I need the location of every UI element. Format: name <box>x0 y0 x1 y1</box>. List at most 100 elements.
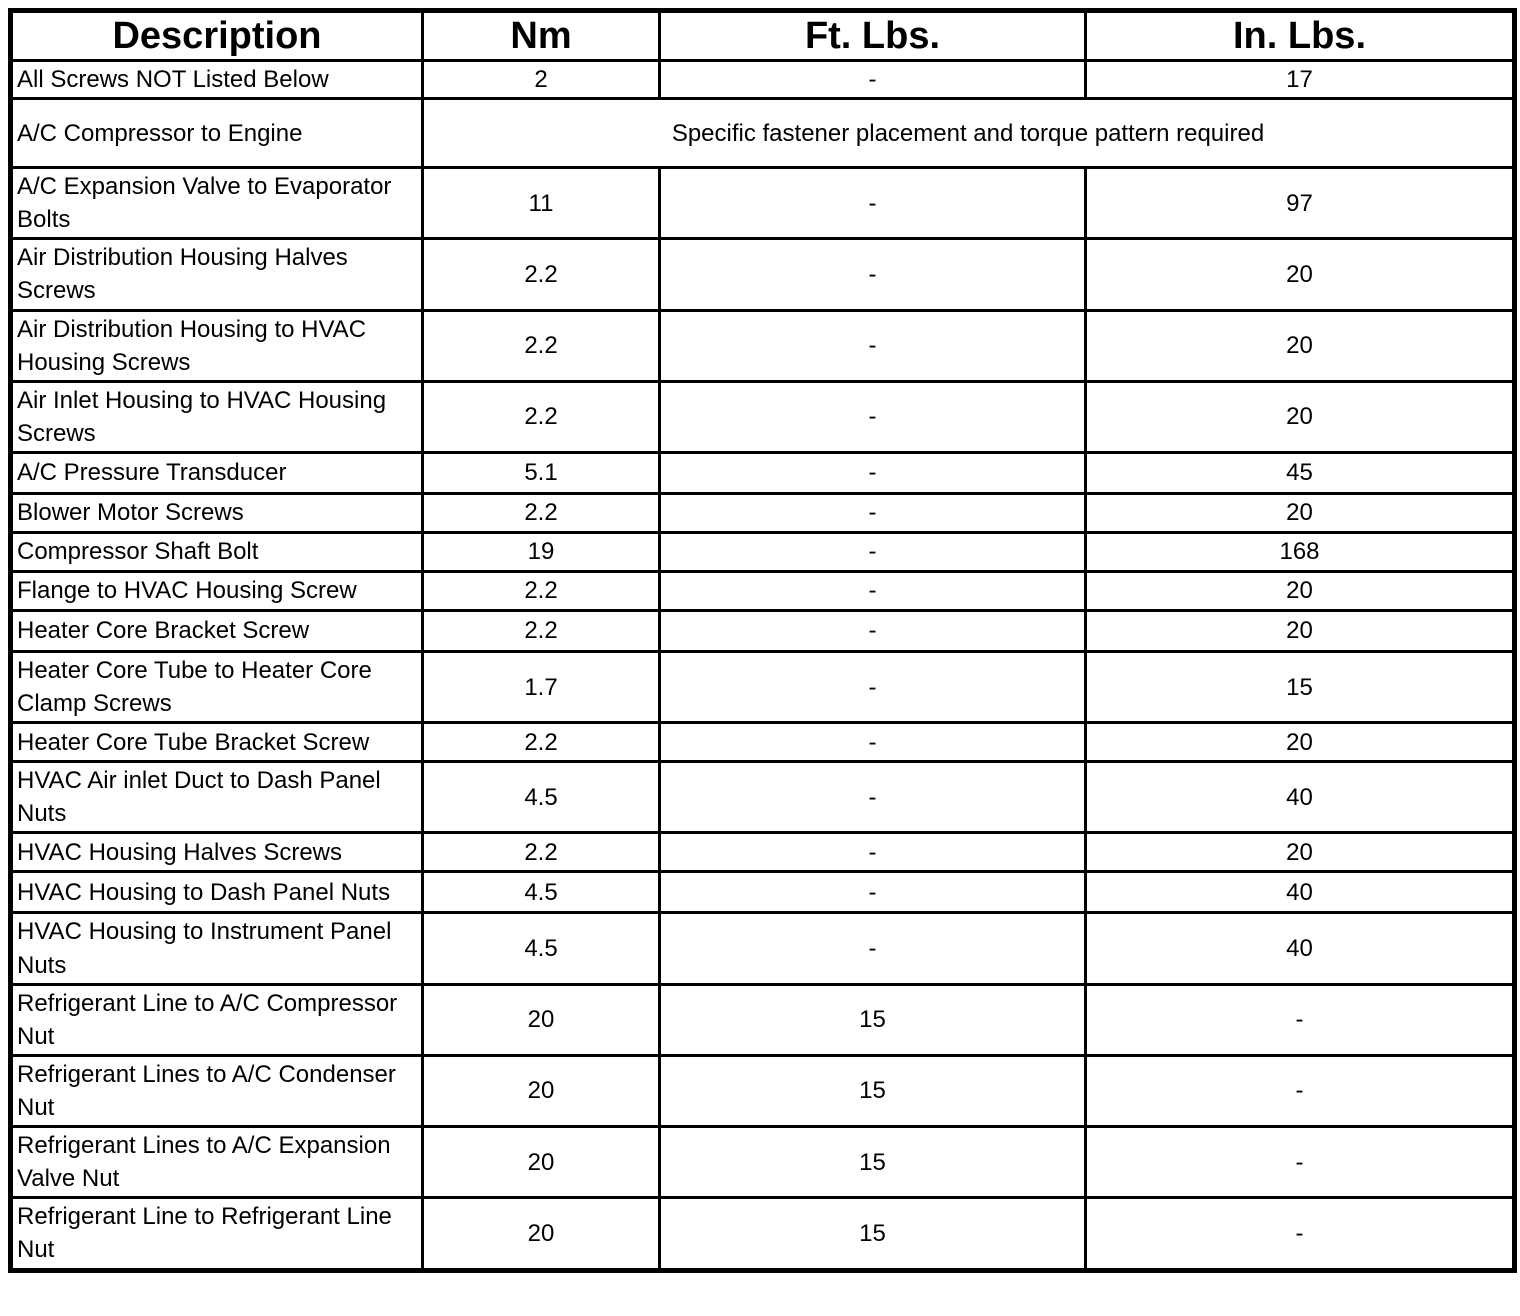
nm-cell: 2.2 <box>421 608 661 653</box>
table-row: Refrigerant Line to Refrigerant Line Nut… <box>9 1196 1516 1272</box>
description-cell: Heater Core Tube to Heater Core Clamp Sc… <box>9 649 424 725</box>
in-lbs-cell: 20 <box>1084 308 1516 383</box>
ft-lbs-cell: - <box>658 530 1087 573</box>
table-row: HVAC Air inlet Duct to Dash Panel Nuts 4.… <box>9 760 1516 835</box>
in-lbs-cell: 20 <box>1084 608 1516 653</box>
nm-cell: 2.2 <box>421 721 661 764</box>
description-cell: Air Distribution Housing Halves Screws <box>9 237 424 312</box>
description-cell: Heater Core Bracket Screw <box>9 608 424 653</box>
in-lbs-cell: 20 <box>1084 721 1516 764</box>
table-row: Blower Motor Screws 2.2-20 <box>9 491 1516 534</box>
table-row: Flange to HVAC Housing Screw 2.2-20 <box>9 569 1516 612</box>
nm-cell: 20 <box>421 1053 661 1129</box>
ft-lbs-cell: 15 <box>658 1053 1087 1129</box>
table-row: Air Inlet Housing to HVAC Housing Screws… <box>9 379 1516 454</box>
ft-lbs-cell: - <box>658 379 1087 454</box>
table-row: A/C Expansion Valve to Evaporator Bolts 1… <box>9 166 1516 241</box>
nm-cell: 2.2 <box>421 831 661 874</box>
header-row: Description Nm Ft. Lbs. In. Lbs. <box>9 9 1516 62</box>
description-cell: Refrigerant Line to A/C Compressor Nut <box>9 982 424 1057</box>
ft-lbs-cell: - <box>658 608 1087 653</box>
table-row: All Screws NOT Listed Below 2-17 <box>9 58 1516 101</box>
description-cell: All Screws NOT Listed Below <box>9 58 424 101</box>
ft-lbs-cell: - <box>658 308 1087 383</box>
description-cell: HVAC Housing Halves Screws <box>9 831 424 874</box>
table-row: Refrigerant Lines to A/C Expansion Valve… <box>9 1125 1516 1200</box>
nm-cell: 4.5 <box>421 911 661 986</box>
ft-lbs-cell: - <box>658 649 1087 725</box>
in-lbs-cell: - <box>1084 1053 1516 1129</box>
nm-cell: 4.5 <box>421 760 661 835</box>
ft-lbs-cell: - <box>658 760 1087 835</box>
description-cell: A/C Pressure Transducer <box>9 450 424 495</box>
ft-lbs-cell: - <box>658 237 1087 312</box>
in-lbs-cell: 20 <box>1084 237 1516 312</box>
nm-cell: 2.2 <box>421 308 661 383</box>
description-cell: Blower Motor Screws <box>9 491 424 534</box>
in-lbs-cell: 40 <box>1084 911 1516 986</box>
in-lbs-cell: 17 <box>1084 58 1516 101</box>
in-lbs-cell: 45 <box>1084 450 1516 495</box>
ft-lbs-cell: 15 <box>658 1125 1087 1200</box>
ft-lbs-cell: - <box>658 911 1087 986</box>
description-cell: Refrigerant Lines to A/C Expansion Valve… <box>9 1125 424 1200</box>
description-cell: Compressor Shaft Bolt <box>9 530 424 573</box>
table-body: All Screws NOT Listed Below 2-17 A/C Compr… <box>9 58 1516 1272</box>
column-header-in-lbs: In. Lbs. <box>1084 9 1516 62</box>
ft-lbs-cell: - <box>658 721 1087 764</box>
nm-cell: 20 <box>421 982 661 1057</box>
description-cell: Air Distribution Housing to HVAC Housing… <box>9 308 424 383</box>
table-row: A/C Compressor to Engine Specific fastene… <box>9 97 1516 170</box>
nm-cell: 11 <box>421 166 661 241</box>
nm-cell: 5.1 <box>421 450 661 495</box>
merged-note-cell: Specific fastener placement and torque p… <box>421 97 1516 170</box>
in-lbs-cell: - <box>1084 982 1516 1057</box>
in-lbs-cell: 168 <box>1084 530 1516 573</box>
ft-lbs-cell: - <box>658 870 1087 915</box>
in-lbs-cell: 20 <box>1084 569 1516 612</box>
description-cell: Air Inlet Housing to HVAC Housing Screws <box>9 379 424 454</box>
table-row: HVAC Housing to Dash Panel Nuts 4.5-40 <box>9 870 1516 915</box>
in-lbs-cell: 97 <box>1084 166 1516 241</box>
nm-cell: 20 <box>421 1196 661 1272</box>
nm-cell: 2.2 <box>421 569 661 612</box>
nm-cell: 2 <box>421 58 661 101</box>
description-cell: HVAC Air inlet Duct to Dash Panel Nuts <box>9 760 424 835</box>
column-header-ft-lbs: Ft. Lbs. <box>658 9 1087 62</box>
table-row: Air Distribution Housing Halves Screws 2.… <box>9 237 1516 312</box>
ft-lbs-cell: - <box>658 831 1087 874</box>
description-cell: A/C Compressor to Engine <box>9 97 424 170</box>
in-lbs-cell: 15 <box>1084 649 1516 725</box>
nm-cell: 4.5 <box>421 870 661 915</box>
in-lbs-cell: 40 <box>1084 870 1516 915</box>
table-row: Air Distribution Housing to HVAC Housing… <box>9 308 1516 383</box>
nm-cell: 2.2 <box>421 237 661 312</box>
nm-cell: 1.7 <box>421 649 661 725</box>
description-cell: HVAC Housing to Dash Panel Nuts <box>9 870 424 915</box>
table-row: HVAC Housing Halves Screws 2.2-20 <box>9 831 1516 874</box>
table-row: Heater Core Tube to Heater Core Clamp Sc… <box>9 649 1516 725</box>
description-cell: Refrigerant Lines to A/C Condenser Nut <box>9 1053 424 1129</box>
ft-lbs-cell: - <box>658 450 1087 495</box>
table-row: Refrigerant Line to A/C Compressor Nut 20… <box>9 982 1516 1057</box>
ft-lbs-cell: 15 <box>658 1196 1087 1272</box>
in-lbs-cell: 40 <box>1084 760 1516 835</box>
column-header-nm: Nm <box>421 9 661 62</box>
ft-lbs-cell: - <box>658 491 1087 534</box>
table-row: Compressor Shaft Bolt 19-168 <box>9 530 1516 573</box>
column-header-description: Description <box>9 9 424 62</box>
in-lbs-cell: - <box>1084 1196 1516 1272</box>
torque-spec-table: Description Nm Ft. Lbs. In. Lbs. All Scr… <box>8 8 1517 1273</box>
in-lbs-cell: 20 <box>1084 831 1516 874</box>
ft-lbs-cell: - <box>658 569 1087 612</box>
nm-cell: 2.2 <box>421 491 661 534</box>
description-cell: Refrigerant Line to Refrigerant Line Nut <box>9 1196 424 1272</box>
description-cell: Heater Core Tube Bracket Screw <box>9 721 424 764</box>
table-row: HVAC Housing to Instrument Panel Nuts 4.5… <box>9 911 1516 986</box>
ft-lbs-cell: 15 <box>658 982 1087 1057</box>
table-row: A/C Pressure Transducer 5.1-45 <box>9 450 1516 495</box>
description-cell: HVAC Housing to Instrument Panel Nuts <box>9 911 424 986</box>
ft-lbs-cell: - <box>658 58 1087 101</box>
in-lbs-cell: - <box>1084 1125 1516 1200</box>
